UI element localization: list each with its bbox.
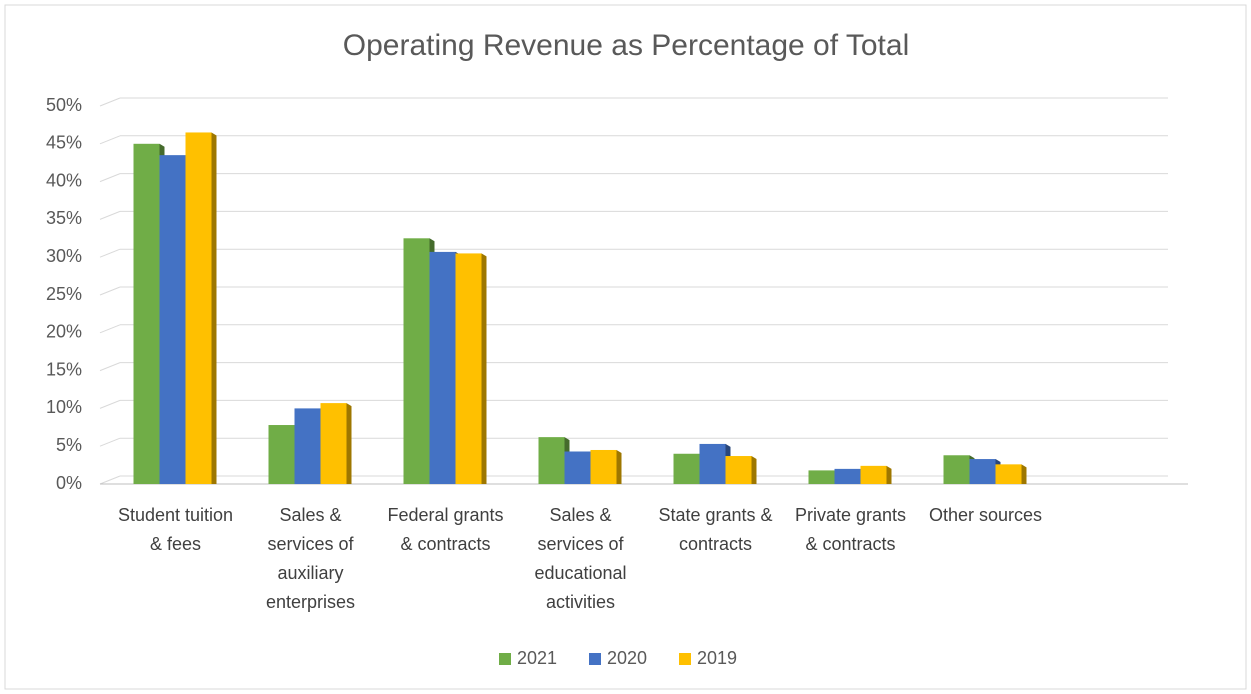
y-tick-label: 40% (46, 170, 82, 190)
bar (185, 132, 212, 484)
grid-line (99, 286, 121, 296)
grid-line (99, 324, 121, 334)
bar (268, 425, 295, 484)
grid-line (99, 97, 121, 107)
grid-line (99, 135, 121, 145)
bar (860, 465, 887, 484)
bar (725, 456, 752, 484)
grid-line (99, 475, 121, 485)
x-tick-label: Sales & services of auxiliary enterprise… (265, 505, 356, 612)
legend-swatch (679, 653, 691, 665)
bar (590, 449, 617, 484)
x-tick-label: Student tuition & fees (117, 505, 234, 554)
y-tick-label: 10% (46, 397, 82, 417)
y-tick-label: 15% (46, 359, 82, 379)
bar (699, 443, 726, 484)
bar (969, 459, 996, 484)
y-tick-label: 30% (46, 246, 82, 266)
bar-side (346, 403, 352, 484)
bar (455, 253, 482, 484)
y-tick-label: 45% (46, 133, 82, 153)
bar-side (616, 449, 622, 484)
bar (294, 408, 321, 484)
bar-side (886, 465, 892, 484)
x-tick-label: Federal grants & contracts (387, 505, 504, 554)
bar (429, 251, 456, 484)
y-tick-label: 50% (46, 95, 82, 115)
legend-label: 2021 (517, 648, 557, 668)
bar (159, 155, 186, 484)
y-tick-label: 0% (56, 473, 82, 493)
grid-line (99, 362, 121, 372)
grid-line (99, 210, 121, 220)
x-tick-label: Sales & services of educational activiti… (534, 505, 627, 612)
bar (133, 143, 160, 485)
bar (403, 238, 430, 484)
x-tick-label: State grants & contracts (658, 505, 773, 554)
y-tick-label: 20% (46, 322, 82, 342)
bar (320, 403, 347, 484)
bar (834, 468, 861, 484)
bar-side (751, 456, 757, 484)
chart-title: Operating Revenue as Percentage of Total (343, 29, 909, 62)
grid-line (99, 437, 121, 447)
bar (808, 470, 835, 484)
bar-side (211, 132, 217, 484)
x-tick-label: Private grants & contracts (794, 505, 907, 554)
grid-line (99, 173, 121, 183)
x-tick-label: Other sources (928, 505, 1043, 525)
legend-swatch (499, 653, 511, 665)
bar (673, 453, 700, 484)
bar (995, 464, 1022, 484)
y-tick-label: 5% (56, 435, 82, 455)
bar (564, 451, 591, 484)
legend-swatch (589, 653, 601, 665)
y-tick-label: 25% (46, 284, 82, 304)
bar (538, 437, 565, 484)
legend-label: 2020 (607, 648, 647, 668)
bar-side (481, 253, 487, 484)
y-tick-label: 35% (46, 208, 82, 228)
grid-line (99, 399, 121, 409)
grid-line (99, 248, 121, 258)
bar (943, 455, 970, 484)
bar-side (1021, 464, 1027, 484)
legend-label: 2019 (697, 648, 737, 668)
